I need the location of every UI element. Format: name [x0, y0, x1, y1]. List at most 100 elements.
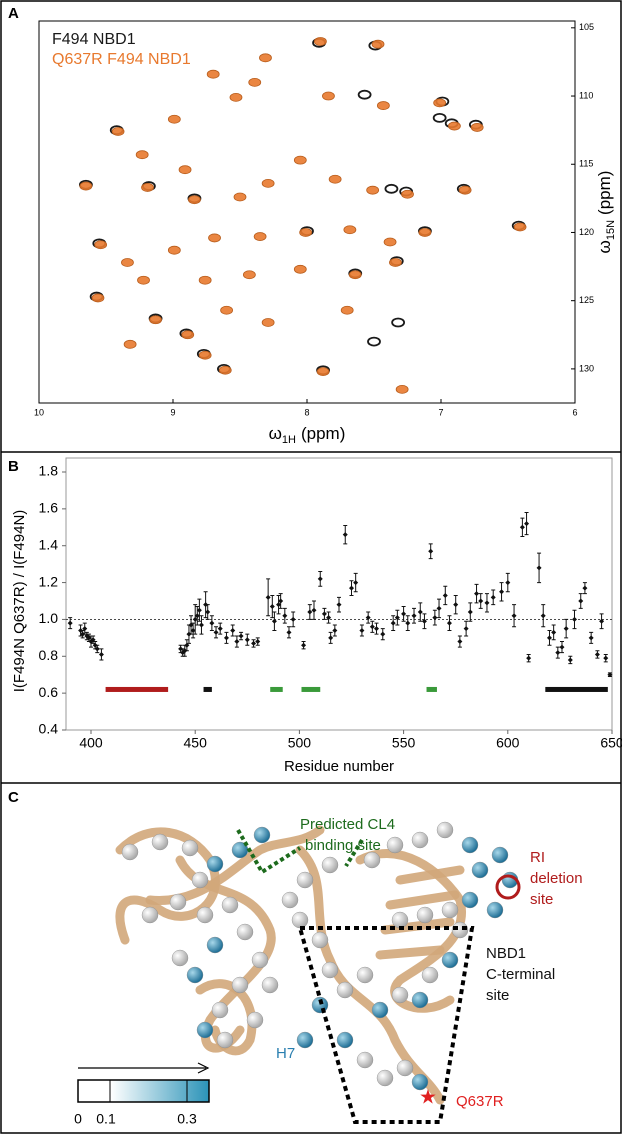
peak [229, 93, 243, 102]
peak [357, 89, 372, 100]
data-point [80, 631, 86, 637]
peak [384, 183, 399, 194]
data-point [98, 651, 104, 657]
peak [253, 232, 267, 241]
x-tick-label: 7 [438, 407, 443, 417]
data-point [594, 651, 600, 657]
residue-sphere [386, 836, 404, 854]
data-point [405, 620, 411, 626]
residue-sphere [246, 1011, 264, 1029]
peak [198, 275, 212, 285]
x-tick-label: 600 [496, 735, 520, 751]
peak [149, 315, 162, 325]
ribbon [375, 865, 465, 960]
residue-sphere [253, 826, 271, 844]
data-point [184, 642, 190, 648]
data-point [203, 602, 209, 608]
protein-structure [115, 821, 519, 1105]
data-point [499, 589, 505, 595]
residue-sphere [206, 936, 224, 954]
panel-label: C [8, 789, 19, 806]
data-point [536, 565, 542, 571]
residue-sphere [296, 871, 314, 889]
x-tick-label: 8 [304, 407, 309, 417]
peak [343, 225, 357, 235]
mutation-label: Q637R [456, 1093, 504, 1110]
residue-sphere [396, 1059, 414, 1077]
panel-label: B [8, 458, 19, 475]
data-point [94, 646, 100, 652]
peak [299, 228, 313, 237]
residue-sphere [411, 831, 429, 849]
peak [248, 77, 262, 87]
residue-sphere [121, 843, 139, 861]
residue-sphere [281, 891, 299, 909]
data-point [374, 626, 380, 632]
residue-sphere [411, 1073, 429, 1091]
peak [433, 98, 447, 108]
peak [233, 192, 247, 202]
data-point [390, 620, 396, 626]
peak [206, 69, 220, 79]
x-axis-title-unit: (ppm) [301, 424, 345, 443]
peak [141, 183, 154, 192]
residue-sphere [206, 855, 224, 873]
peak [137, 275, 150, 285]
peak [313, 37, 327, 46]
panel-c: ★ Predicted CL4 binding site RI deletion… [74, 816, 582, 1127]
data-point [196, 607, 202, 613]
peak [181, 330, 195, 340]
residue-sphere [251, 951, 269, 969]
data-point [67, 620, 73, 626]
peak [328, 174, 342, 184]
residue-sphere [416, 906, 434, 924]
y-tick-label: 0.6 [39, 684, 59, 700]
data-point [317, 576, 323, 582]
data-point [92, 642, 98, 648]
peak [322, 91, 335, 101]
data-point [213, 629, 219, 635]
data-point [290, 616, 296, 622]
star: ★ [419, 1086, 437, 1108]
residue-sphere [491, 846, 509, 864]
data-point [369, 624, 375, 630]
peak [391, 317, 406, 328]
colorbar [77, 1079, 210, 1103]
peak [242, 270, 256, 280]
peak [367, 336, 381, 347]
residue-sphere [261, 976, 279, 994]
y-tick-label: 115 [579, 159, 593, 169]
peak [470, 123, 484, 132]
y-tick-label: 130 [579, 363, 594, 373]
x-axis-title-symbol: ω [269, 424, 282, 443]
cl4-label: binding site [305, 837, 381, 854]
data-point [607, 672, 613, 678]
residue-sphere [291, 911, 309, 929]
y-tick-label: 120 [579, 227, 594, 237]
data-point [457, 639, 463, 645]
x-tick-label: 450 [184, 735, 208, 751]
data-point [436, 605, 442, 611]
peak [418, 228, 432, 237]
residue-sphere [311, 996, 329, 1014]
plot-area [65, 457, 613, 731]
data-point [526, 655, 532, 661]
residue-sphere [221, 896, 239, 914]
segment [301, 686, 321, 692]
y-axis-title-symbol: ω [595, 240, 614, 253]
peak [383, 237, 397, 247]
residue-sphere [391, 986, 409, 1004]
data-point [353, 580, 359, 586]
y-axis-title: I(F494N Q637R) / I(F494N) [11, 510, 28, 693]
residue-sphere [336, 981, 354, 999]
residue-sphere [186, 966, 204, 984]
residue-sphere [311, 931, 329, 949]
residue-sphere [181, 839, 199, 857]
residue-sphere [436, 821, 454, 839]
residue-sphere [411, 991, 429, 1009]
panel-label: A [8, 5, 19, 22]
arrow-head [197, 1062, 210, 1074]
peak [389, 258, 402, 267]
